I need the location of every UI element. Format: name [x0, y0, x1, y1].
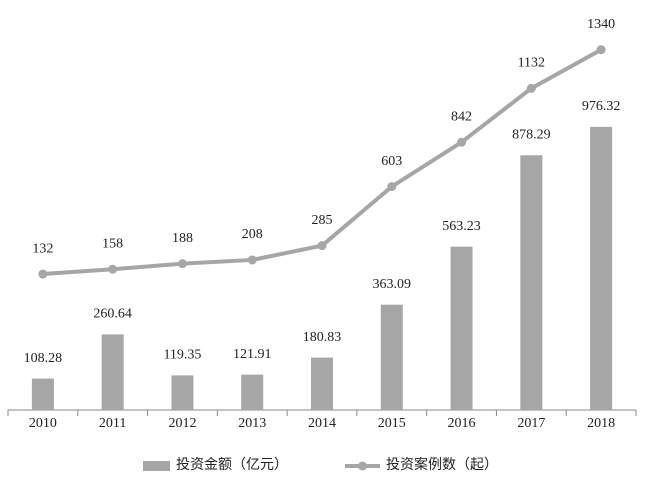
line-value-label: 208: [242, 227, 263, 242]
bar-value-label: 108.28: [24, 351, 63, 366]
x-tick-label: 2013: [238, 416, 266, 431]
line-marker: [177, 259, 187, 269]
bar: [101, 334, 124, 410]
legend-swatch-marker: [358, 461, 367, 471]
bar: [380, 304, 403, 410]
bar-value-label: 260.64: [93, 307, 132, 322]
line-value-label: 285: [312, 213, 333, 228]
bar: [520, 155, 543, 410]
bar: [311, 357, 333, 410]
bar-value-label: 119.35: [163, 348, 201, 363]
bar-value-label: 121.91: [233, 347, 272, 362]
x-tick-label: 2014: [308, 416, 336, 431]
legend-label: 投资案例数（起）: [386, 456, 498, 473]
line-marker: [526, 83, 536, 93]
x-tick-label: 2017: [517, 416, 545, 431]
line-value-label: 603: [381, 154, 402, 169]
bar-value-label: 878.29: [512, 128, 551, 143]
x-tick-label: 2018: [587, 416, 615, 431]
bar: [31, 378, 54, 410]
line-marker: [317, 241, 327, 251]
line-value-label: 842: [451, 109, 472, 124]
bar: [241, 374, 264, 410]
x-tick-label: 2010: [29, 416, 57, 431]
line-marker: [247, 255, 257, 265]
line-marker: [108, 264, 118, 274]
line: [42, 47, 603, 277]
bar: [590, 126, 613, 411]
bar-value-label: 180.83: [303, 330, 342, 345]
line-value-label: 158: [102, 236, 123, 251]
bar-value-label: 563.23: [442, 219, 481, 234]
line-marker: [387, 182, 397, 192]
x-tick-label: 2015: [378, 416, 406, 431]
bar-value-label: 363.09: [373, 277, 412, 292]
line-marker: [457, 137, 467, 147]
legend-swatch: [143, 461, 170, 471]
x-tick-label: 2012: [168, 416, 196, 431]
line-value-label: 1340: [587, 17, 615, 32]
bar: [171, 375, 194, 410]
bar: [450, 246, 473, 410]
x-tick-label: 2011: [99, 416, 126, 431]
bar-value-label: 976.32: [582, 99, 621, 114]
line-marker: [38, 269, 48, 279]
x-tick-label: 2016: [448, 416, 476, 431]
line-value-label: 132: [32, 241, 53, 256]
line-value-label: 188: [172, 231, 193, 246]
line-marker: [596, 45, 606, 55]
legend-label: 投资金额（亿元）: [176, 457, 288, 473]
line-value-label: 1132: [518, 56, 545, 71]
